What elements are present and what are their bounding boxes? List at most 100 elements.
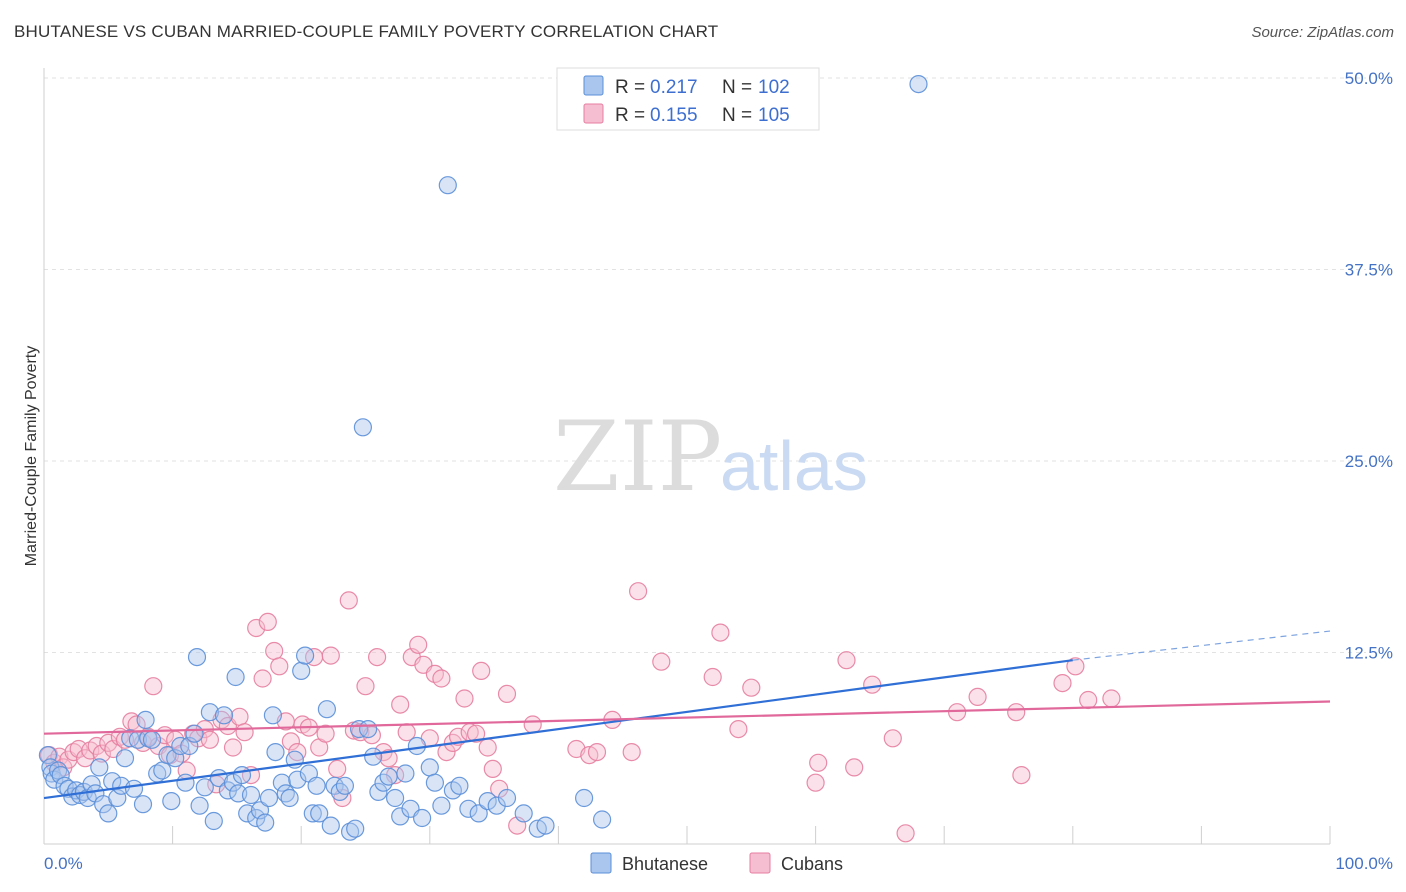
point-bhutanese-44 bbox=[214, 706, 234, 725]
point-bhutanese-57 bbox=[266, 742, 285, 762]
series-legend-label-bhutanese: Bhutanese bbox=[622, 854, 708, 874]
point-cubans-40 bbox=[265, 641, 284, 661]
point-cubans-56 bbox=[356, 677, 375, 696]
source-label: Source: ZipAtlas.com bbox=[1251, 24, 1394, 41]
point-cubans-104 bbox=[845, 758, 864, 777]
point-cubans-53 bbox=[339, 591, 358, 610]
point-cubans-103 bbox=[806, 773, 825, 792]
point-cubans-82 bbox=[523, 715, 542, 734]
point-cubans-93 bbox=[742, 678, 761, 697]
point-cubans-24 bbox=[172, 744, 191, 763]
point-cubans-95 bbox=[837, 651, 856, 670]
point-bhutanese-96 bbox=[469, 804, 488, 823]
point-cubans-49 bbox=[316, 724, 335, 743]
legend-r-value-bhutanese: 0.217 bbox=[650, 77, 698, 98]
point-cubans-76 bbox=[472, 661, 491, 681]
point-bhutanese-88 bbox=[413, 808, 432, 828]
legend-n-value-bhutanese: 102 bbox=[758, 77, 790, 98]
point-bhutanese-15 bbox=[90, 758, 109, 777]
point-bhutanese-90 bbox=[425, 773, 444, 792]
point-cubans-10 bbox=[92, 744, 112, 763]
point-cubans-98 bbox=[968, 687, 987, 707]
point-cubans-80 bbox=[497, 684, 517, 704]
point-bhutanese-91 bbox=[432, 796, 451, 815]
watermark: ZIP atlas bbox=[553, 401, 868, 513]
y-tick-label-2: 37.5% bbox=[1345, 261, 1393, 280]
point-bhutanese-80 bbox=[369, 782, 388, 802]
point-bhutanese-79 bbox=[364, 747, 383, 766]
point-bhutanese-3 bbox=[45, 770, 64, 789]
point-cubans-78 bbox=[483, 759, 502, 779]
point-bhutanese-105 bbox=[909, 74, 928, 94]
point-bhutanese-64 bbox=[296, 646, 315, 665]
point-cubans-60 bbox=[379, 749, 398, 768]
legend-n-label-bhutanese: N = bbox=[722, 77, 752, 98]
point-bhutanese-5 bbox=[51, 765, 70, 785]
point-bhutanese-25 bbox=[133, 795, 153, 814]
point-cubans-107 bbox=[1012, 765, 1031, 785]
watermark-atlas: atlas bbox=[720, 427, 868, 505]
point-bhutanese-100 bbox=[514, 804, 533, 823]
point-cubans-19 bbox=[144, 677, 163, 696]
point-bhutanese-55 bbox=[259, 788, 279, 808]
point-cubans-90 bbox=[703, 667, 722, 687]
x-tick-label-1: 100.0% bbox=[1335, 854, 1393, 873]
point-bhutanese-102 bbox=[536, 816, 555, 835]
point-bhutanese-62 bbox=[288, 770, 307, 789]
point-bhutanese-77 bbox=[353, 418, 372, 437]
point-bhutanese-40 bbox=[195, 778, 214, 797]
point-bhutanese-17 bbox=[99, 804, 118, 823]
point-cubans-29 bbox=[200, 730, 219, 749]
series-legend-label-cubans: Cubans bbox=[781, 854, 843, 874]
point-bhutanese-84 bbox=[391, 807, 410, 826]
y-tick-label-1: 25.0% bbox=[1345, 452, 1393, 471]
point-bhutanese-42 bbox=[204, 811, 223, 831]
point-cubans-50 bbox=[321, 646, 340, 665]
point-cubans-41 bbox=[270, 657, 289, 676]
point-cubans-33 bbox=[223, 738, 243, 757]
point-bhutanese-30 bbox=[153, 761, 172, 780]
point-bhutanese-104 bbox=[592, 810, 612, 829]
point-bhutanese-73 bbox=[335, 776, 354, 795]
x-tick-label-0: 0.0% bbox=[44, 854, 83, 873]
point-bhutanese-83 bbox=[386, 788, 405, 808]
point-cubans-108 bbox=[1102, 689, 1121, 708]
legend: R = 0.217 N = 102 R = 0.155 N = 105 bbox=[556, 67, 820, 131]
legend-r-label-bhutanese: R = bbox=[615, 77, 645, 98]
trend-line-cubans bbox=[43, 700, 1331, 735]
axes bbox=[43, 68, 1331, 845]
point-cubans-97 bbox=[883, 729, 902, 748]
point-cubans-58 bbox=[368, 647, 387, 667]
point-bhutanese-39 bbox=[190, 796, 209, 815]
y-tick-label-0: 12.5% bbox=[1345, 644, 1393, 663]
legend-r-label-cubans: R = bbox=[615, 105, 645, 126]
point-bhutanese-51 bbox=[241, 785, 261, 805]
point-bhutanese-58 bbox=[272, 773, 291, 792]
point-bhutanese-13 bbox=[82, 775, 101, 794]
series-legend: Bhutanese Cubans bbox=[590, 852, 843, 874]
point-bhutanese-21 bbox=[115, 749, 135, 768]
point-bhutanese-56 bbox=[263, 706, 282, 725]
point-bhutanese-69 bbox=[317, 700, 336, 719]
point-cubans-73 bbox=[455, 689, 474, 708]
legend-swatch-cubans bbox=[583, 103, 604, 124]
point-bhutanese-35 bbox=[176, 773, 195, 792]
point-bhutanese-66 bbox=[303, 804, 322, 823]
point-cubans-6 bbox=[69, 739, 88, 759]
point-bhutanese-89 bbox=[420, 758, 439, 777]
point-bhutanese-60 bbox=[280, 788, 299, 808]
point-bhutanese-68 bbox=[310, 804, 329, 823]
point-bhutanese-26 bbox=[136, 710, 155, 730]
point-bhutanese-22 bbox=[121, 729, 140, 748]
point-cubans-88 bbox=[628, 582, 648, 601]
series-legend-swatch-bhutanese bbox=[590, 852, 612, 874]
point-bhutanese-28 bbox=[142, 730, 162, 749]
point-bhutanese-32 bbox=[162, 791, 181, 811]
y-tick-label-3: 50.0% bbox=[1345, 69, 1393, 88]
trend-line-bhutanese bbox=[43, 659, 1073, 800]
trend-lines bbox=[43, 630, 1331, 800]
point-bhutanese-92 bbox=[438, 176, 457, 195]
legend-n-label-cubans: N = bbox=[722, 105, 752, 126]
point-cubans-77 bbox=[478, 738, 497, 757]
point-cubans-102 bbox=[1079, 690, 1098, 710]
